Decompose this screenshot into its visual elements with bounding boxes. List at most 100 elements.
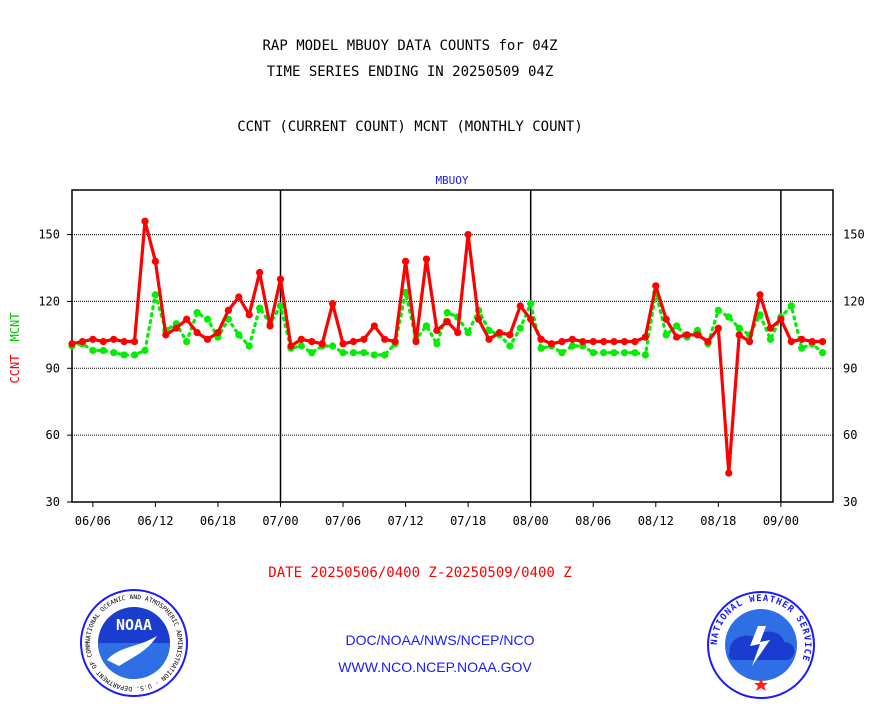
- data-point-ccnt: [641, 333, 649, 341]
- data-point-mcnt: [589, 349, 597, 357]
- data-point-ccnt: [318, 340, 326, 348]
- data-point-ccnt: [558, 337, 566, 346]
- data-point-mcnt: [766, 335, 775, 343]
- data-point-ccnt: [78, 337, 87, 346]
- data-point-ccnt: [485, 335, 493, 343]
- y-tick-label-left: 60: [46, 428, 60, 442]
- data-point-mcnt: [297, 342, 305, 350]
- x-tick-label: 08/12: [638, 514, 674, 528]
- x-tick-label: 06/18: [200, 514, 236, 528]
- data-point-mcnt: [610, 349, 618, 357]
- data-point-ccnt: [162, 331, 170, 339]
- data-point-mcnt: [641, 351, 649, 359]
- data-point-ccnt: [349, 337, 358, 346]
- data-point-ccnt: [193, 329, 201, 337]
- y-tick-label-right: 30: [843, 495, 857, 509]
- data-point-mcnt: [120, 351, 128, 359]
- data-point-ccnt: [141, 217, 149, 225]
- data-point-ccnt: [360, 335, 368, 343]
- plot-title-mbuoy: MBUOY: [435, 174, 468, 187]
- nws-logo: NATIONAL WEATHER SERVICE: [707, 591, 815, 699]
- data-point-ccnt: [516, 302, 524, 310]
- data-point-mcnt: [631, 349, 639, 357]
- data-point-ccnt: [183, 315, 191, 323]
- data-point-mcnt: [349, 349, 358, 357]
- data-point-mcnt: [183, 337, 191, 346]
- data-point-ccnt: [527, 315, 535, 323]
- data-point-mcnt: [485, 326, 493, 334]
- y-tick-label-right: 90: [843, 361, 857, 375]
- data-point-mcnt: [516, 324, 524, 332]
- data-point-mcnt: [818, 349, 827, 357]
- data-point-ccnt: [714, 324, 722, 332]
- data-point-ccnt: [589, 337, 597, 346]
- data-point-ccnt: [454, 329, 462, 337]
- data-point-mcnt: [673, 322, 681, 330]
- data-point-ccnt: [287, 342, 295, 350]
- y-tick-label-right: 120: [843, 294, 865, 308]
- data-point-mcnt: [276, 302, 285, 310]
- data-point-ccnt: [370, 322, 378, 330]
- data-point-ccnt: [683, 331, 691, 339]
- x-tick-label: 08/18: [700, 514, 736, 528]
- data-point-ccnt: [537, 335, 545, 343]
- data-point-mcnt: [527, 300, 535, 308]
- data-point-ccnt: [725, 469, 733, 477]
- data-point-mcnt: [464, 329, 472, 337]
- data-point-ccnt: [89, 335, 97, 343]
- data-point-ccnt: [172, 324, 180, 332]
- org-path-text: DOC/NOAA/NWS/NCEP/NCO: [345, 632, 535, 648]
- data-point-mcnt: [798, 344, 806, 352]
- data-point-ccnt: [464, 230, 472, 239]
- data-point-ccnt: [766, 324, 775, 332]
- data-point-mcnt: [620, 349, 629, 357]
- data-point-mcnt: [256, 304, 264, 312]
- data-point-ccnt: [412, 337, 420, 346]
- x-tick-label: 07/06: [325, 514, 361, 528]
- x-tick-label: 07/18: [450, 514, 486, 528]
- data-point-ccnt: [391, 337, 399, 346]
- data-point-mcnt: [725, 313, 733, 321]
- data-point-ccnt: [746, 337, 754, 346]
- data-point-mcnt: [735, 324, 743, 332]
- data-point-ccnt: [422, 255, 431, 263]
- data-point-ccnt: [756, 291, 764, 299]
- data-point-ccnt: [495, 329, 504, 337]
- data-point-ccnt: [735, 331, 743, 339]
- x-tick-label: 06/06: [75, 514, 111, 528]
- data-point-mcnt: [568, 342, 576, 350]
- x-tick-label: 06/12: [137, 514, 173, 528]
- data-point-ccnt: [308, 337, 316, 346]
- website-link[interactable]: WWW.NCO.NCEP.NOAA.GOV: [338, 659, 532, 675]
- data-point-ccnt: [433, 326, 441, 334]
- data-point-ccnt: [547, 340, 556, 348]
- data-point-ccnt: [99, 337, 107, 346]
- data-point-mcnt: [151, 291, 159, 299]
- y-tick-label-left: 30: [46, 495, 60, 509]
- data-point-ccnt: [652, 282, 660, 290]
- data-point-ccnt: [787, 337, 795, 346]
- data-point-ccnt: [381, 335, 389, 343]
- data-point-ccnt: [506, 331, 514, 339]
- x-tick-label: 07/00: [262, 514, 298, 528]
- data-point-ccnt: [673, 333, 681, 341]
- data-point-ccnt: [693, 331, 702, 339]
- y-tick-label-left: 150: [38, 228, 60, 242]
- data-point-mcnt: [193, 308, 201, 317]
- data-point-mcnt: [381, 351, 389, 359]
- data-point-ccnt: [474, 315, 483, 323]
- y-tick-label-right: 60: [843, 428, 857, 442]
- data-point-ccnt: [777, 315, 785, 323]
- date-range-label: DATE 20250506/0400 Z-20250509/0400 Z: [268, 565, 572, 581]
- data-point-mcnt: [99, 346, 107, 355]
- data-point-ccnt: [329, 300, 337, 308]
- data-point-ccnt: [818, 337, 827, 346]
- data-point-mcnt: [558, 349, 566, 357]
- data-point-mcnt: [110, 349, 118, 357]
- x-tick-label: 09/00: [763, 514, 799, 528]
- data-point-ccnt: [235, 293, 243, 301]
- data-point-mcnt: [600, 349, 608, 357]
- data-point-ccnt: [600, 337, 608, 346]
